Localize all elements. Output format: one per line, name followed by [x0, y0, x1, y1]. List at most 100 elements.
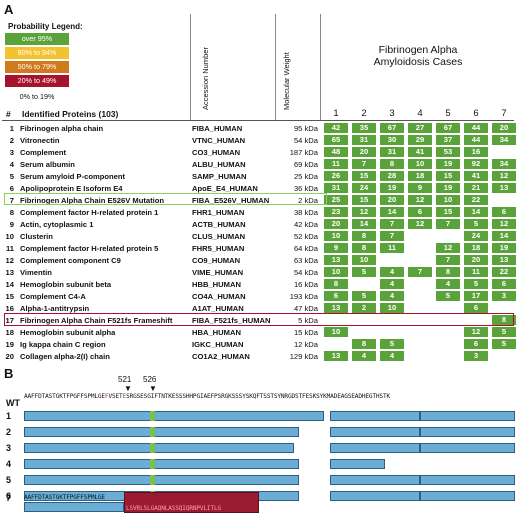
protein-name: Complement [20, 148, 66, 157]
legend-80-94: 80% to 94% [5, 47, 69, 59]
spectral-count-cell: 22 [464, 195, 488, 205]
e526v-marker [150, 475, 155, 485]
molecular-weight: 52 kDa [293, 232, 318, 241]
divider-line [190, 14, 191, 120]
spectral-count-cell: 12 [464, 327, 488, 337]
spectral-count-cell: 6 [492, 207, 516, 217]
table-row: 16 Alpha-1-antitrypsin A1AT_HUMAN 47 kDa 13 2… [0, 303, 520, 315]
e526v-marker [150, 411, 155, 421]
spectral-count-cell: 25 [324, 195, 348, 205]
protein-name: Fibrinogen Alpha Chain F521fs Frameshift [20, 316, 173, 325]
spectral-count-cell: 4 [436, 279, 460, 289]
spectral-count-cell: 10 [352, 255, 376, 265]
accession-number: ALBU_HUMAN [192, 160, 246, 169]
spectral-count-cell: 27 [408, 123, 432, 133]
divider-line [320, 14, 321, 120]
molecular-weight: 187 kDa [289, 148, 318, 157]
e526v-marker [150, 459, 155, 469]
peptide-bar [24, 443, 294, 453]
header-identified-proteins: Identified Proteins (103) [22, 109, 119, 119]
row-number: 10 [5, 232, 14, 241]
protein-name: Complement factor H-related protein 1 [20, 208, 159, 217]
table-row: 2 Vitronectin VTNC_HUMAN 54 kDa 65 31 30 29 37 44… [0, 135, 520, 147]
legend-over95: over 95% [5, 33, 69, 45]
spectral-count-cell: 4 [352, 351, 376, 361]
spectral-count-cell: 12 [352, 207, 376, 217]
spectral-count-cell: 41 [408, 147, 432, 157]
table-row: 4 Serum albumin ALBU_HUMAN 69 kDa 11 7 8 10 19 92… [0, 159, 520, 171]
spectral-count-cell: 26 [324, 171, 348, 181]
molecular-weight: 47 kDa [293, 304, 318, 313]
spectral-count-cell: 8 [324, 279, 348, 289]
spectral-count-cell: 67 [380, 123, 404, 133]
legend-50-79: 50% to 79% [5, 61, 69, 73]
molecular-weight: 25 kDa [293, 172, 318, 181]
spectral-count-cell: 14 [492, 231, 516, 241]
table-row: 9 Actin, cytoplasmic 1 ACTB_HUMAN 42 kDa 20 1… [0, 219, 520, 231]
spectral-count-cell: 18 [464, 243, 488, 253]
spectral-count-cell: 10 [324, 327, 348, 337]
spectral-count-cell: 8 [492, 315, 516, 325]
spectral-count-cell: 19 [380, 183, 404, 193]
table-row: 3 Complement CO3_HUMAN 187 kDa 48 20 31 41 53 16 [0, 147, 520, 159]
spectral-count-cell: 9 [324, 243, 348, 253]
spectral-count-cell: 4 [380, 351, 404, 361]
row-label-3: 3 [6, 443, 12, 453]
row-number: 12 [5, 256, 14, 265]
spectral-count-cell: 11 [324, 159, 348, 169]
table-row: 20 Collagen alpha-2(I) chain CO1A2_HUMAN 12… [0, 351, 520, 363]
row-number: 9 [9, 220, 14, 229]
spectral-count-cell: 44 [464, 135, 488, 145]
row-label-4: 4 [6, 459, 12, 469]
row-label-2: 2 [6, 427, 12, 437]
peptide-bar [330, 443, 420, 453]
accession-number: A1AT_HUMAN [192, 304, 244, 313]
table-row: 15 Complement C4-A CO4A_HUMAN 193 kDa 6 5 4 5 17… [0, 291, 520, 303]
peptide-bar [330, 427, 420, 437]
row-number: 8 [9, 208, 14, 217]
case-number-7: 7 [501, 108, 507, 119]
peptide-bar [330, 475, 420, 485]
spectral-count-cell: 34 [492, 135, 516, 145]
molecular-weight: 69 kDa [293, 160, 318, 169]
accession-number: FIBA_E526V_HUMAN [192, 196, 270, 205]
spectral-count-cell: 4 [380, 267, 404, 277]
spectral-count-cell: 23 [324, 207, 348, 217]
residue-e526: E [122, 393, 127, 400]
accession-number: FHR1_HUMAN [192, 208, 245, 217]
accession-number: FHR5_HUMAN [192, 244, 245, 253]
spectral-count-cell: 19 [436, 183, 460, 193]
protein-name: Clusterin [20, 232, 53, 241]
spectral-count-cell: 5 [436, 291, 460, 301]
cases-title: Fibrinogen Alpha Amyloidosis Cases [373, 44, 463, 68]
peptide-bar [24, 459, 299, 469]
spectral-count-cell: 8 [352, 243, 376, 253]
row-number: 20 [5, 352, 14, 361]
case-number-6: 6 [473, 108, 479, 119]
molecular-weight: 54 kDa [293, 268, 318, 277]
spectral-count-cell: 20 [352, 147, 376, 157]
spectral-count-cell: 13 [324, 351, 348, 361]
spectral-count-cell: 13 [324, 303, 348, 313]
spectral-count-cell: 92 [464, 159, 488, 169]
frameshift-coverage-bar [24, 502, 124, 512]
highlight-e526v [4, 193, 327, 205]
accession-number: CO1A2_HUMAN [192, 352, 250, 361]
case-number-3: 3 [389, 108, 395, 119]
marker-526-label: 526 [143, 375, 157, 384]
header-rule [2, 120, 514, 121]
table-row: 6 Apolipoprotein E Isoform E4 ApoE_E4_HUMA… [0, 183, 520, 195]
row-number: 7 [9, 196, 14, 205]
table-row: 18 Hemoglobin subunit alpha HBA_HUMAN 15 kD… [0, 327, 520, 339]
spectral-count-cell: 7 [408, 267, 432, 277]
spectral-count-cell: 5 [492, 339, 516, 349]
protein-name: Complement C4-A [20, 292, 86, 301]
protein-name: Apolipoprotein E Isoform E4 [20, 184, 123, 193]
marker-521-arrow-icon: ▼ [124, 384, 132, 393]
spectral-count-cell: 67 [436, 123, 460, 133]
spectral-count-cell: 6 [324, 291, 348, 301]
spectral-count-cell: 6 [408, 207, 432, 217]
frameshift-region [124, 492, 259, 513]
spectral-count-cell: 5 [352, 291, 376, 301]
spectral-count-cell: 10 [324, 267, 348, 277]
